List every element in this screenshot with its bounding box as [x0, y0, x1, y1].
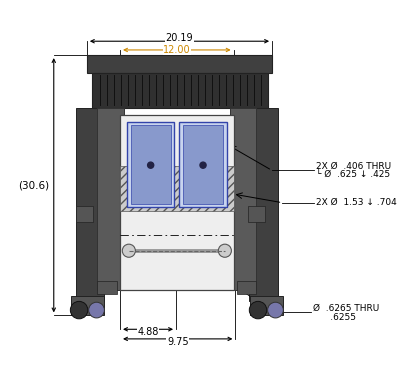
Circle shape — [200, 162, 206, 168]
Bar — [75, 108, 104, 301]
Text: (30.6): (30.6) — [18, 180, 49, 190]
Bar — [131, 125, 171, 203]
Circle shape — [89, 302, 104, 318]
Bar — [247, 206, 265, 222]
Bar — [71, 296, 104, 315]
Bar — [87, 55, 272, 73]
Bar — [249, 108, 278, 301]
Text: 2X Ø  .406 THRU: 2X Ø .406 THRU — [316, 162, 391, 171]
Bar — [127, 122, 174, 207]
Bar — [250, 296, 284, 315]
Bar — [120, 166, 234, 211]
Text: └ Ø  .625 ↓ .425: └ Ø .625 ↓ .425 — [316, 170, 390, 179]
Bar — [75, 206, 93, 222]
Text: 4.88: 4.88 — [138, 327, 159, 337]
Bar — [97, 108, 124, 290]
Circle shape — [122, 244, 136, 257]
Bar — [97, 281, 117, 294]
Text: .6255: .6255 — [313, 313, 356, 322]
Circle shape — [148, 162, 154, 168]
Circle shape — [249, 301, 267, 319]
Circle shape — [70, 301, 88, 319]
Bar — [120, 116, 234, 290]
Bar — [230, 108, 256, 290]
Text: 2X Ø  1.53 ↓ .704: 2X Ø 1.53 ↓ .704 — [316, 198, 397, 207]
Bar — [180, 122, 227, 207]
Text: 9.75: 9.75 — [167, 337, 188, 346]
Bar — [183, 125, 223, 203]
Text: Ø  .6265 THRU: Ø .6265 THRU — [313, 304, 379, 313]
Text: 20.19: 20.19 — [166, 33, 193, 43]
Circle shape — [267, 302, 284, 318]
Bar — [92, 73, 267, 108]
Bar — [237, 281, 256, 294]
Text: 12.00: 12.00 — [163, 45, 190, 55]
Circle shape — [218, 244, 231, 257]
